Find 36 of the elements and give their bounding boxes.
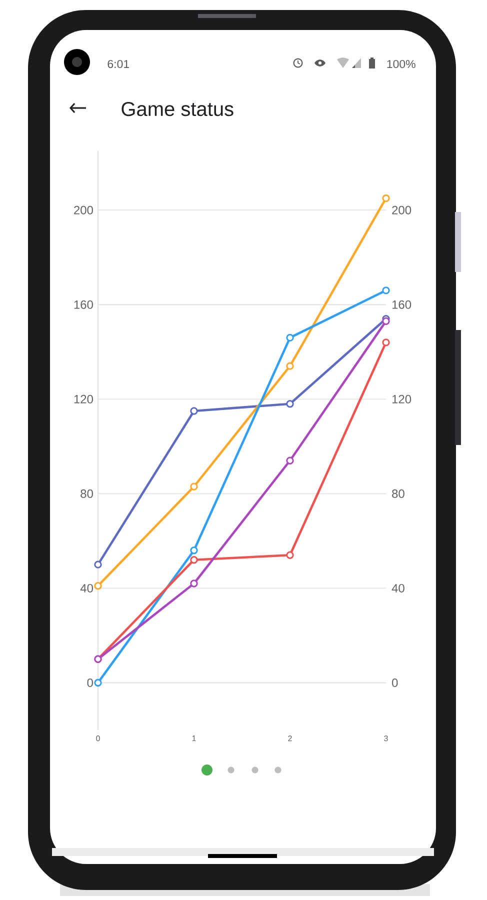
point — [190, 546, 198, 554]
y-tick-label: 80 — [80, 489, 93, 498]
point — [286, 362, 294, 370]
point — [190, 556, 198, 564]
point — [382, 286, 390, 294]
y-tick-label: 40 — [80, 584, 93, 592]
x-tick-label: 2 — [288, 736, 292, 742]
chart-title: Game status — [122, 102, 234, 116]
text: 100% — [387, 60, 416, 68]
point — [382, 194, 390, 202]
point — [94, 678, 102, 687]
y2-tick-label: 80 — [392, 489, 404, 498]
x-tick-label: 1 — [192, 736, 196, 742]
x-tick-label: 3 — [384, 736, 388, 742]
point — [94, 582, 102, 590]
point — [286, 456, 294, 464]
y-tick-label: 120 — [74, 394, 93, 404]
point — [382, 338, 390, 346]
point — [94, 560, 102, 568]
point — [190, 482, 198, 490]
y2-tick-label: 40 — [392, 584, 404, 592]
point — [286, 334, 294, 342]
text: 6:01 — [108, 60, 130, 68]
y-tick-label: 160 — [74, 300, 93, 309]
point — [190, 580, 198, 588]
point — [190, 407, 198, 415]
y2-tick-label: 160 — [392, 300, 412, 309]
point — [286, 400, 294, 408]
y-tick-label: 200 — [74, 206, 93, 214]
y2-tick-label: 200 — [392, 206, 412, 214]
x-tick-label: 0 — [96, 736, 100, 742]
y2-tick-label: 120 — [392, 394, 412, 404]
point — [286, 551, 294, 559]
point — [382, 317, 390, 326]
y-tick-label: 0 — [87, 678, 93, 687]
y2-tick-label: 0 — [392, 678, 398, 687]
